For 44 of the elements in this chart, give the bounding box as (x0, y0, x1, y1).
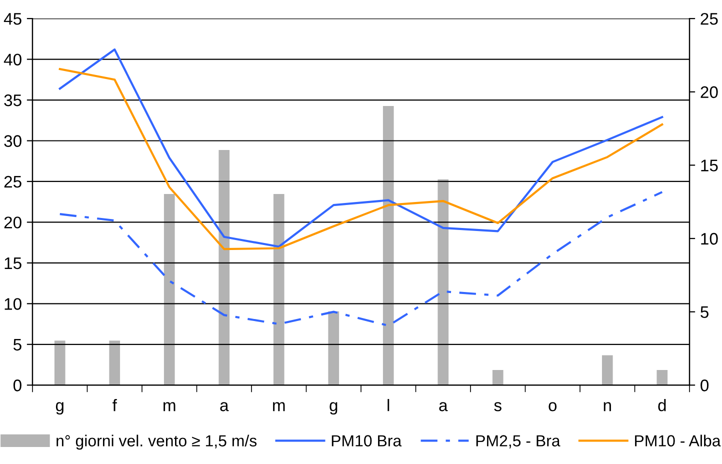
legend-label: n° giorni vel. vento ≥ 1,5 m/s (56, 434, 257, 450)
x-tick-label: m (164, 402, 176, 412)
x-tick-label: o (548, 402, 557, 412)
bar (273, 194, 284, 386)
y2-tick-label: 25 (700, 12, 718, 25)
bar (164, 194, 175, 386)
y-tick-label: 20 (4, 216, 22, 228)
x-tick-label: m (273, 402, 285, 412)
y2-tick-label: 0 (700, 380, 709, 392)
bar (382, 106, 394, 386)
y2-tick-label: 20 (700, 86, 718, 98)
x-tick-label: l (388, 399, 390, 412)
x-tick-label: g (330, 402, 338, 415)
line-series (58, 191, 664, 327)
bar (218, 150, 230, 386)
y2-tick-label: 10 (701, 232, 718, 245)
legend-label: PM10 Bra (332, 435, 402, 446)
x-tick-label: d (658, 399, 666, 412)
bar (602, 355, 613, 386)
y-tick-label: 0 (13, 380, 22, 392)
x-tick-label: g (56, 402, 64, 415)
x-tick-label: s (494, 402, 502, 412)
y-tick-label: 45 (4, 13, 22, 25)
y2-tick-label: 15 (701, 160, 718, 172)
x-tick-label: f (112, 399, 117, 412)
bar (656, 370, 668, 386)
bar (438, 179, 449, 386)
y-tick-label: 30 (4, 135, 22, 147)
y-tick-label: 35 (4, 94, 22, 106)
x-tick-label: a (439, 402, 448, 412)
y-tick-label: 5 (13, 338, 22, 351)
x-tick-label: n (604, 402, 611, 412)
bar (54, 340, 66, 386)
y-tick-label: 10 (4, 298, 22, 310)
x-tick-label: a (220, 402, 229, 412)
bar (328, 311, 340, 386)
legend-label: PM10 - Alba (635, 434, 721, 446)
y2-tick-label: 5 (700, 306, 708, 318)
bar (109, 340, 120, 386)
y-tick-label: 15 (4, 258, 22, 270)
y-tick-label: 40 (4, 54, 22, 66)
legend-label: PM2,5 - Bra (476, 435, 560, 448)
bar (492, 370, 504, 386)
y-tick-label: 25 (4, 176, 22, 188)
